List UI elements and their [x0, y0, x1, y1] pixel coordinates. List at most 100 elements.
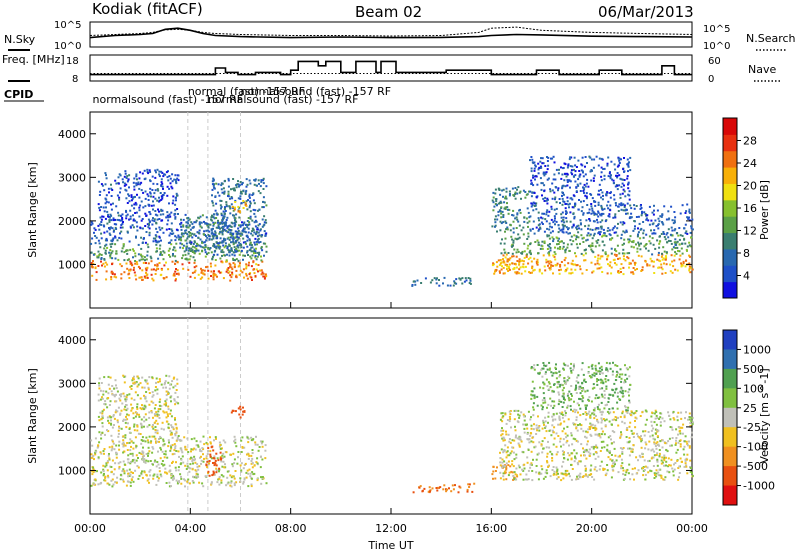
power-scatter-cell: [455, 282, 458, 285]
velocity-scatter-cell: [623, 414, 626, 417]
power-scatter-cell: [636, 247, 639, 250]
velocity-scatter-cell: [160, 427, 163, 430]
power-scatter-cell: [512, 255, 515, 258]
velocity-scatter-cell: [128, 426, 131, 429]
power-scatter-cell: [248, 261, 250, 264]
power-scatter-cell: [617, 257, 619, 260]
power-scatter-cell: [144, 190, 147, 193]
power-scatter-cell: [541, 194, 543, 197]
power-scatter-cell: [563, 224, 566, 227]
velocity-scatter-cell: [686, 472, 689, 475]
power-scatter-cell: [208, 248, 211, 251]
power-scatter-cell: [215, 226, 218, 229]
velocity-scatter-cell: [116, 421, 119, 424]
power-scatter-cell: [194, 250, 197, 253]
velocity-scatter-cell: [632, 444, 635, 447]
power-scatter-cell: [443, 276, 446, 279]
power-scatter-cell: [609, 209, 612, 212]
power-scatter-cell: [221, 254, 223, 257]
power-scatter-cell: [494, 221, 497, 224]
velocity-scatter-cell: [606, 410, 609, 413]
power-scatter-cell: [511, 255, 514, 258]
power-colorbar-tick-label: 12: [743, 225, 757, 238]
velocity-scatter-cell: [595, 444, 598, 447]
power-scatter-cell: [175, 182, 178, 185]
power-scatter-cell: [219, 199, 222, 202]
power-scatter-cell: [187, 226, 190, 229]
power-scatter-cell: [659, 215, 662, 218]
power-scatter-cell: [159, 251, 162, 254]
power-scatter-cell: [248, 179, 251, 182]
power-scatter-cell: [597, 257, 600, 260]
velocity-scatter-cell: [568, 444, 570, 447]
velocity-scatter-cell: [114, 481, 117, 484]
velocity-scatter-cell: [514, 473, 517, 476]
velocity-scatter-cell: [98, 419, 101, 422]
power-scatter-cell: [553, 251, 556, 254]
power-scatter-cell: [151, 277, 154, 280]
velocity-scatter-cell: [613, 431, 616, 434]
velocity-scatter-cell: [547, 440, 549, 443]
power-scatter-cell: [573, 156, 576, 159]
power-scatter-cell: [235, 258, 238, 261]
power-scatter-cell: [234, 236, 237, 239]
power-scatter-cell: [494, 225, 496, 228]
velocity-scatter-cell: [126, 394, 129, 397]
power-scatter-cell: [118, 198, 121, 201]
power-scatter-cell: [234, 220, 237, 223]
velocity-scatter-cell: [529, 434, 532, 437]
velocity-scatter-cell: [508, 410, 511, 413]
velocity-scatter-cell: [688, 416, 691, 419]
power-scatter-cell: [100, 221, 103, 223]
velocity-scatter-cell: [104, 433, 106, 436]
power-scatter-cell: [221, 231, 224, 234]
velocity-scatter-cell: [131, 454, 134, 457]
power-scatter-cell: [134, 219, 137, 222]
power-scatter-cell: [514, 191, 517, 194]
velocity-scatter-cell: [535, 427, 538, 430]
power-scatter-cell: [623, 252, 626, 255]
velocity-scatter-cell: [665, 442, 668, 445]
velocity-scatter-cell: [100, 433, 102, 436]
power-scatter-cell: [216, 213, 219, 216]
velocity-scatter-cell: [591, 412, 594, 415]
velocity-scatter-cell: [186, 465, 189, 468]
power-scatter-cell: [637, 231, 640, 234]
velocity-scatter-cell: [184, 485, 186, 488]
velocity-scatter-cell: [577, 463, 580, 466]
power-scatter-cell: [600, 171, 603, 174]
power-scatter-cell: [193, 266, 196, 269]
velocity-scatter-cell: [149, 460, 152, 462]
velocity-scatter-cell: [555, 412, 558, 415]
power-scatter-cell: [615, 231, 618, 234]
velocity-scatter-cell: [137, 466, 140, 469]
power-scatter-cell: [469, 279, 472, 282]
velocity-scatter-cell: [617, 455, 620, 458]
power-scatter-cell: [125, 183, 128, 186]
velocity-scatter-cell: [552, 466, 555, 468]
power-scatter-cell: [578, 170, 581, 172]
power-scatter-cell: [163, 192, 166, 194]
velocity-scatter-cell: [609, 435, 612, 438]
power-scatter-cell: [605, 193, 608, 196]
power-scatter-cell: [174, 174, 177, 177]
power-scatter-cell: [561, 228, 564, 231]
velocity-scatter-cell: [138, 474, 141, 477]
velocity-scatter-cell: [510, 470, 513, 473]
power-scatter-cell: [670, 242, 673, 245]
velocity-scatter-cell: [574, 423, 577, 426]
power-scatter-cell: [209, 262, 212, 265]
power-scatter-cell: [184, 253, 187, 256]
power-scatter-cell: [601, 240, 604, 243]
power-scatter-cell: [181, 263, 184, 266]
power-scatter-cell: [548, 245, 551, 248]
velocity-scatter-cell: [152, 416, 154, 419]
velocity-scatter-cell: [131, 379, 134, 382]
velocity-scatter-cell: [247, 441, 250, 444]
power-scatter-cell: [126, 231, 129, 234]
velocity-scatter-cell: [186, 437, 189, 440]
power-scatter-cell: [155, 235, 158, 238]
velocity-scatter-cell: [215, 471, 218, 474]
power-scatter-cell: [219, 237, 222, 240]
